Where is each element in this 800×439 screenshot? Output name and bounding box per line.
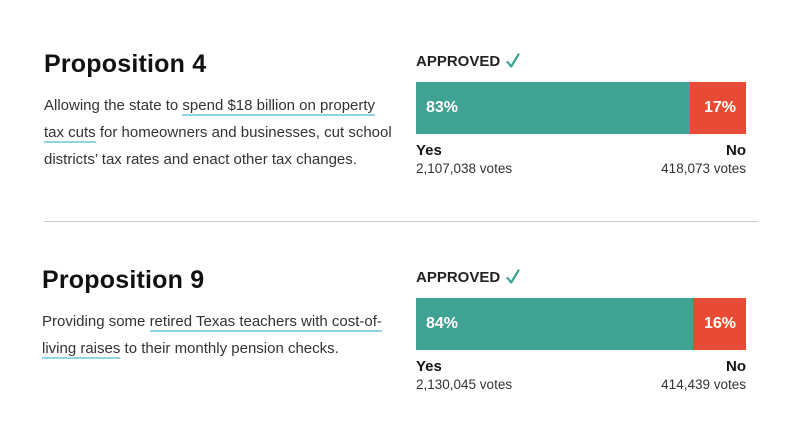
- no-summary: No 418,073 votes: [661, 142, 746, 177]
- status-text: APPROVED: [416, 268, 501, 286]
- vote-labels: Yes 2,130,045 votes No 414,439 votes: [416, 358, 746, 393]
- proposition-description: Allowing the state to spend $18 billion …: [44, 92, 394, 173]
- check-icon: [506, 53, 520, 69]
- yes-votes: 2,130,045 votes: [416, 377, 513, 392]
- no-bar: 17%: [689, 82, 746, 134]
- no-votes: 414,439 votes: [661, 377, 746, 392]
- result-bar: 83% 17%: [416, 82, 746, 134]
- check-icon: [506, 269, 520, 285]
- yes-summary: Yes 2,130,045 votes: [416, 358, 512, 393]
- no-percent: 17%: [703, 99, 736, 116]
- description-link[interactable]: spend $18 billion on property tax cuts: [44, 97, 376, 143]
- no-label: No: [726, 358, 746, 375]
- description-link[interactable]: retired Texas teachers with cost-of-livi…: [42, 313, 382, 359]
- yes-votes: 2,107,038 votes: [416, 161, 513, 176]
- description-text: Allowing the state to: [44, 97, 183, 114]
- yes-percent: 84%: [426, 315, 459, 332]
- status-text: APPROVED: [416, 52, 501, 70]
- result-panel: APPROVED 83% 17% Yes 2,107,038 votes No …: [416, 50, 746, 177]
- no-label: No: [726, 142, 746, 159]
- result-bar: 84% 16%: [416, 298, 746, 350]
- no-votes: 418,073 votes: [661, 161, 746, 176]
- section-divider: [44, 221, 758, 222]
- status-label: APPROVED: [416, 50, 746, 72]
- proposition-title: Proposition 4: [44, 50, 207, 78]
- yes-bar: 83%: [416, 82, 690, 134]
- proposition-description: Providing some retired Texas teachers wi…: [42, 308, 392, 362]
- yes-label: Yes: [416, 142, 442, 159]
- yes-label: Yes: [416, 358, 442, 375]
- no-percent: 16%: [703, 315, 736, 332]
- no-bar: 16%: [693, 298, 746, 350]
- description-text: Providing some: [42, 313, 150, 330]
- description-text: to their monthly pension checks.: [120, 340, 339, 357]
- result-panel: APPROVED 84% 16% Yes 2,130,045 votes No …: [416, 266, 746, 393]
- yes-bar: 84%: [416, 298, 694, 350]
- vote-labels: Yes 2,107,038 votes No 418,073 votes: [416, 142, 746, 177]
- status-label: APPROVED: [416, 266, 746, 288]
- proposition-title: Proposition 9: [42, 266, 205, 294]
- no-summary: No 414,439 votes: [661, 358, 746, 393]
- yes-percent: 83%: [426, 99, 459, 116]
- description-text: for homeowners and businesses, cut schoo…: [44, 124, 392, 168]
- yes-summary: Yes 2,107,038 votes: [416, 142, 512, 177]
